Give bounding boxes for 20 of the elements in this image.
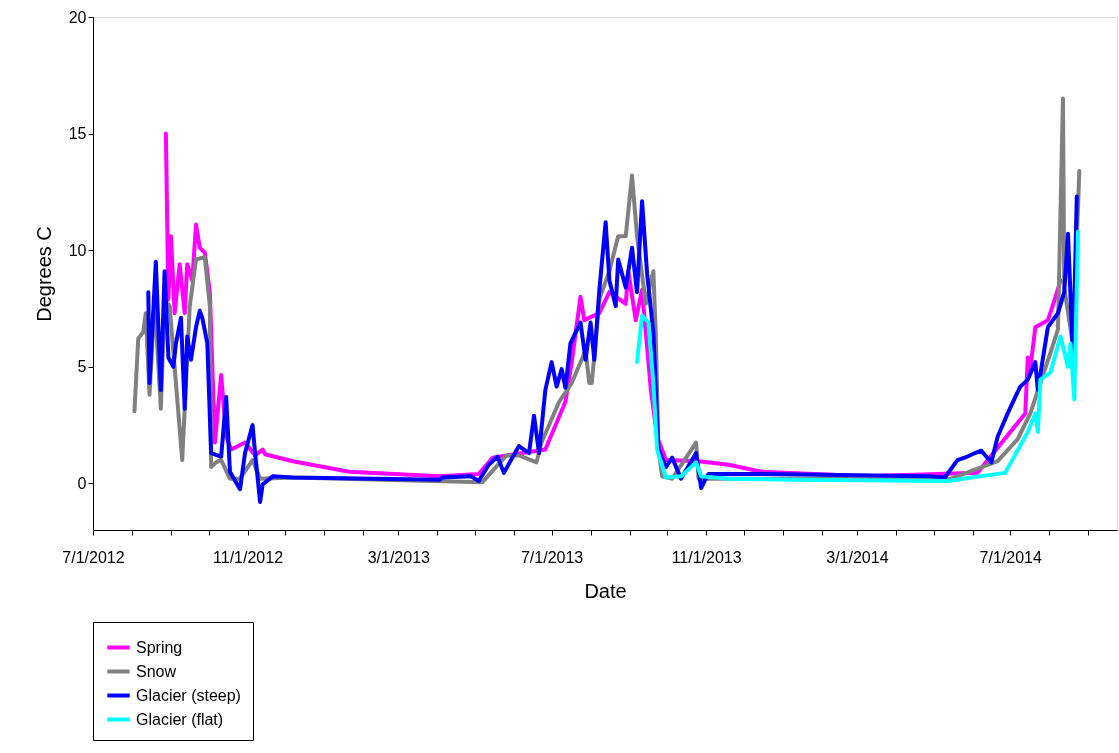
y-tick-label: 5 <box>77 358 87 376</box>
y-axis-title: Degrees C <box>32 226 55 322</box>
x-axis-title: Date <box>584 579 627 602</box>
line-series <box>146 194 1079 505</box>
legend-label: Glacier (steep) <box>136 686 241 704</box>
x-tick-label: 11/1/2012 <box>213 548 284 566</box>
y-tick-label: 0 <box>77 474 87 492</box>
x-tick-label: 7/1/2014 <box>979 548 1042 566</box>
line-series <box>635 229 1081 484</box>
legend-label: Snow <box>136 662 177 680</box>
x-tick-label: 3/1/2014 <box>826 548 889 566</box>
y-tick-label: 20 <box>68 8 87 26</box>
x-tick-label: 3/1/2013 <box>367 548 431 566</box>
x-tick-label: 7/1/2012 <box>62 548 125 566</box>
x-tick-label: 7/1/2013 <box>520 548 584 566</box>
y-tick-label: 10 <box>68 241 87 259</box>
legend-label: Glacier (flat) <box>136 710 224 728</box>
x-tick-label: 11/1/2013 <box>671 548 742 566</box>
legend-label: Spring <box>136 638 183 656</box>
y-tick-label: 15 <box>68 125 87 143</box>
